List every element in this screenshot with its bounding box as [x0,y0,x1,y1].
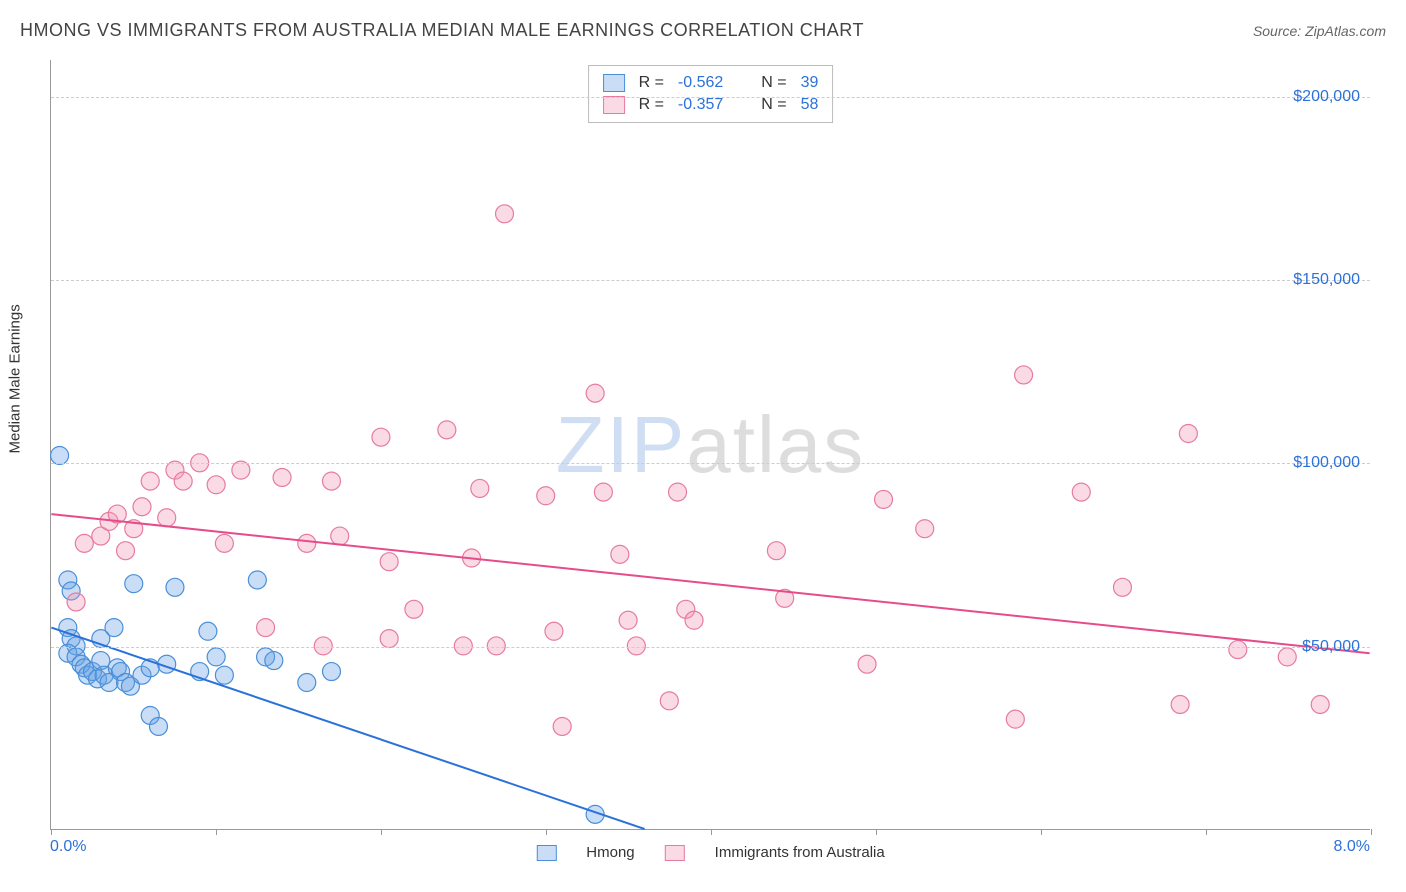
scatter-point [1179,425,1197,443]
y-tick-label: $150,000 [1293,271,1360,289]
scatter-point [158,509,176,527]
n-label: N = [761,96,786,114]
scatter-point [199,622,217,640]
scatter-point [1229,641,1247,659]
scatter-point [767,542,785,560]
scatter-point [496,205,514,223]
scatter-point [323,472,341,490]
scatter-point [858,655,876,673]
swatch-series-1 [603,96,625,114]
scatter-point [207,476,225,494]
scatter-point [380,630,398,648]
scatter-point [660,692,678,710]
scatter-point [323,663,341,681]
scatter-point [117,542,135,560]
scatter-point [1006,710,1024,728]
scatter-point [545,622,563,640]
scatter-point [916,520,934,538]
x-tick [216,829,217,835]
source-attribution: Source: ZipAtlas.com [1253,23,1386,39]
scatter-point [553,717,571,735]
scatter-point [594,483,612,501]
chart-title: HMONG VS IMMIGRANTS FROM AUSTRALIA MEDIA… [20,20,864,41]
scatter-point [685,611,703,629]
scatter-point [174,472,192,490]
x-tick-label-max: 8.0% [1334,838,1370,856]
gridline-h [51,463,1370,464]
x-tick [876,829,877,835]
stats-legend: R = -0.562 N = 39 R = -0.357 N = 58 [588,65,834,123]
scatter-point [215,666,233,684]
scatter-point [875,490,893,508]
r-value-0: -0.562 [678,74,723,92]
scatter-point [67,593,85,611]
scatter-point [372,428,390,446]
scatter-point [51,446,69,464]
r-value-1: -0.357 [678,96,723,114]
y-tick-label: $200,000 [1293,88,1360,106]
scatter-point [1278,648,1296,666]
scatter-point [298,534,316,552]
scatter-point [537,487,555,505]
scatter-point [1072,483,1090,501]
scatter-point [298,674,316,692]
y-axis-title: Median Male Earnings [7,304,24,453]
scatter-point [586,384,604,402]
scatter-point [265,652,283,670]
scatter-point [1015,366,1033,384]
r-label: R = [639,96,664,114]
scatter-point [207,648,225,666]
scatter-point [166,578,184,596]
n-value-0: 39 [801,74,819,92]
x-tick [711,829,712,835]
scatter-point [125,575,143,593]
scatter-point [149,717,167,735]
n-label: N = [761,74,786,92]
gridline-h [51,97,1370,98]
scatter-point [471,479,489,497]
scatter-point [215,534,233,552]
x-tick [546,829,547,835]
scatter-point [75,534,93,552]
scatter-point [273,468,291,486]
scatter-point [257,619,275,637]
scatter-point [248,571,266,589]
scatter-point [611,545,629,563]
y-tick-label: $100,000 [1293,454,1360,472]
x-tick [51,829,52,835]
x-tick [1041,829,1042,835]
x-tick-label-min: 0.0% [50,838,86,856]
scatter-point [669,483,687,501]
n-value-1: 58 [801,96,819,114]
gridline-h [51,280,1370,281]
plot-area: ZIPatlas R = -0.562 N = 39 R = -0.357 N … [50,60,1370,830]
x-tick [1371,829,1372,835]
x-tick [381,829,382,835]
scatter-plot-svg [51,60,1370,829]
scatter-point [1171,696,1189,714]
y-tick-label: $50,000 [1302,638,1360,656]
scatter-point [331,527,349,545]
scatter-point [1113,578,1131,596]
scatter-point [133,498,151,516]
title-bar: HMONG VS IMMIGRANTS FROM AUSTRALIA MEDIA… [20,20,1386,41]
r-label: R = [639,74,664,92]
scatter-point [380,553,398,571]
stats-row-series-0: R = -0.562 N = 39 [603,72,819,94]
scatter-point [141,472,159,490]
x-tick [1206,829,1207,835]
scatter-point [1311,696,1329,714]
scatter-point [619,611,637,629]
scatter-point [405,600,423,618]
gridline-h [51,647,1370,648]
swatch-series-0 [603,74,625,92]
x-axis-labels: 0.0% 8.0% [50,838,1370,868]
scatter-point [438,421,456,439]
